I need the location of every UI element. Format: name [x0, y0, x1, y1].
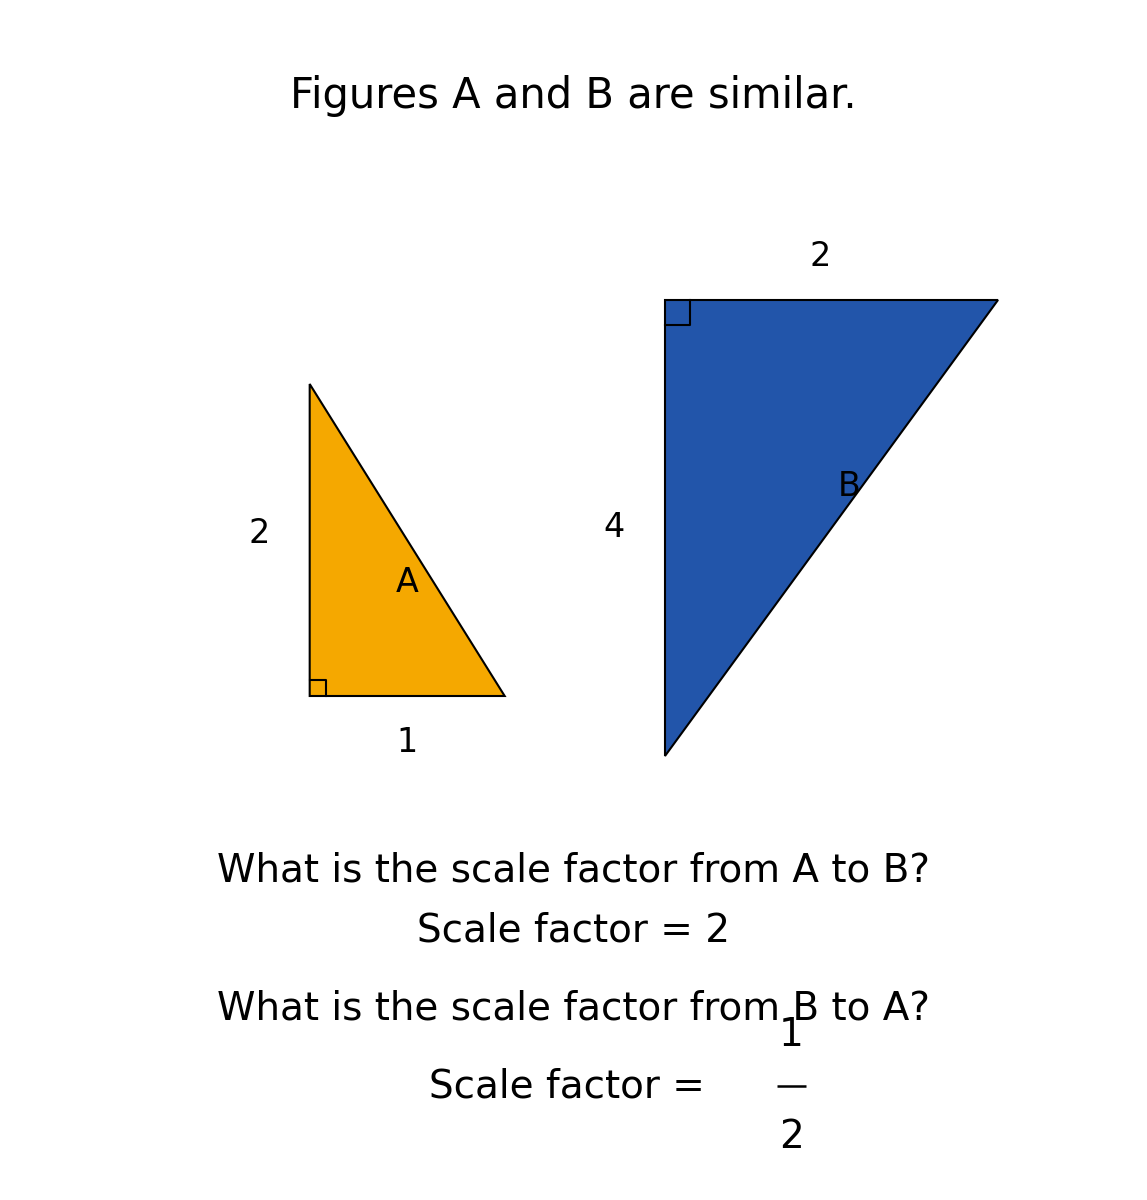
Text: 2: 2: [248, 517, 270, 551]
Text: 1: 1: [779, 1015, 804, 1054]
Text: 1: 1: [397, 726, 418, 758]
Text: Scale factor =: Scale factor =: [429, 1067, 718, 1105]
Text: 2: 2: [779, 1118, 804, 1157]
Text: What is the scale factor from B to A?: What is the scale factor from B to A?: [217, 989, 930, 1027]
Text: A: A: [396, 565, 419, 599]
Text: What is the scale factor from A to B?: What is the scale factor from A to B?: [217, 851, 930, 889]
Polygon shape: [665, 300, 998, 756]
Text: Figures A and B are similar.: Figures A and B are similar.: [290, 74, 857, 116]
Text: 2: 2: [810, 240, 830, 272]
Text: B: B: [837, 469, 860, 503]
Polygon shape: [310, 384, 505, 696]
Text: 4: 4: [603, 511, 625, 545]
Text: Scale factor = 2: Scale factor = 2: [418, 911, 729, 949]
